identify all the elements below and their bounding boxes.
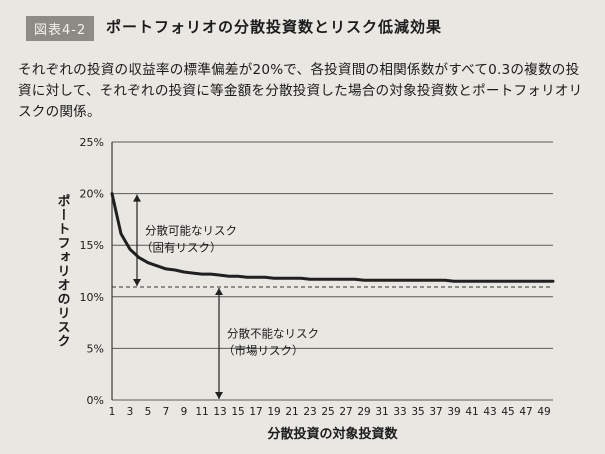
x-tick-label: 25 (321, 406, 334, 418)
y-tick-label: 10% (80, 291, 104, 304)
data-layer (110, 192, 555, 399)
figure-title: ポートフォリオの分散投資数とリスク低減効果 (106, 18, 443, 36)
x-tick-label: 31 (375, 406, 388, 418)
x-tick-label: 11 (195, 406, 208, 418)
annotation-arrowhead-down (133, 278, 141, 286)
x-tick-label: 21 (285, 406, 298, 418)
y-tick-label: 5% (87, 342, 104, 355)
annotation-label: 分散可能なリスク (145, 223, 237, 237)
grid-layer (111, 141, 553, 401)
annotation-arrowhead-up (133, 194, 141, 202)
x-tick-label: 1 (109, 406, 116, 418)
annotation-sublabel: （固有リスク） (141, 240, 222, 254)
y-tick-label: 25% (80, 136, 104, 149)
figure-caption: それぞれの投資の収益率の標準偏差が20%で、各投資間の相関係数がすべて0.3の複… (18, 62, 583, 120)
x-tick-label: 45 (501, 406, 514, 418)
x-tick-label: 33 (393, 406, 406, 418)
x-axis-title: 分散投資の対象投資数 (267, 426, 398, 442)
x-tick-label: 5 (145, 406, 152, 418)
x-tick-label: 49 (537, 406, 550, 418)
figure-badge: 図表4-2 (26, 16, 95, 41)
x-tick-label: 35 (411, 406, 424, 418)
annotation-arrowhead-up (215, 287, 223, 295)
x-tick-label: 37 (429, 406, 442, 418)
x-tick-label: 7 (163, 406, 170, 418)
x-tick-label: 9 (181, 406, 188, 418)
annotation-label: 分散不能なリスク (227, 326, 319, 340)
x-tick-label: 3 (127, 406, 134, 418)
portfolio-risk-curve (110, 192, 555, 283)
y-tick-label: 0% (87, 394, 104, 407)
x-tick-label: 27 (339, 406, 352, 418)
x-tick-label: 15 (231, 406, 244, 418)
y-axis-title: ポートフォリオのリスク (55, 193, 71, 348)
x-tick-label: 29 (357, 406, 370, 418)
x-tick-label: 17 (249, 406, 262, 418)
x-tick-label: 39 (447, 406, 460, 418)
x-tick-label: 19 (267, 406, 280, 418)
label-layer: 0%5%10%15%20%25%1 3 5 7 9 11 13 15 17 19 21 23 25 27 2… (55, 136, 551, 442)
annotation-arrowhead-down (215, 392, 223, 399)
annotation-sublabel: （市場リスク） (223, 343, 304, 357)
y-tick-label: 20% (80, 188, 104, 201)
x-tick-label: 23 (303, 406, 316, 418)
x-tick-label: 43 (483, 406, 496, 418)
x-tick-label: 41 (465, 406, 478, 418)
x-tick-label: 47 (519, 406, 532, 418)
x-tick-label: 13 (213, 406, 226, 418)
y-tick-label: 15% (80, 239, 104, 252)
